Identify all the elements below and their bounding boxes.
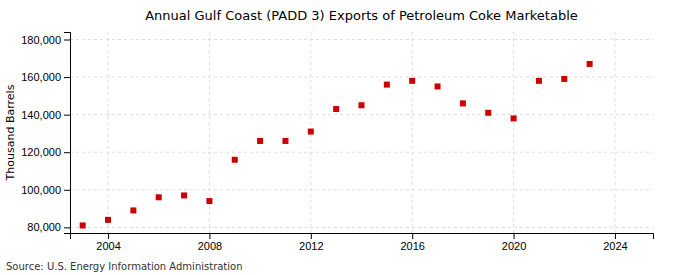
x-axis-line (71, 234, 654, 240)
point (561, 76, 567, 82)
x-tick: 2016 (400, 233, 424, 252)
y-tick: 180,000 (21, 34, 70, 46)
y-tick-mark (64, 40, 70, 41)
y-tick-label: 160,000 (21, 71, 61, 83)
x-tick-label: 2008 (198, 240, 222, 252)
y-axis-title: Thousand Barrels (4, 84, 17, 181)
x-tick: 2024 (603, 233, 627, 252)
x-tick-label: 2020 (502, 240, 526, 252)
points (80, 61, 593, 229)
y-tick: 140,000 (21, 109, 70, 121)
point (333, 106, 339, 112)
x-tick-mark (311, 233, 312, 239)
point (181, 192, 187, 198)
point (257, 138, 263, 144)
point (409, 78, 415, 84)
y-tick-mark (64, 115, 70, 116)
x-tick-mark (209, 233, 210, 239)
point (105, 217, 111, 223)
point (587, 61, 593, 67)
y-tick-label: 100,000 (21, 184, 61, 196)
grid-line-y (70, 152, 653, 153)
y-tick-mark (64, 190, 70, 191)
grid (70, 32, 653, 233)
y-tick: 160,000 (21, 71, 70, 83)
point (80, 222, 86, 228)
title: Annual Gulf Coast (PADD 3) Exports of Pe… (145, 8, 578, 23)
point (511, 115, 517, 121)
point (485, 110, 491, 116)
point (130, 207, 136, 213)
y-tick-mark (64, 227, 70, 228)
grid-line-y (70, 114, 653, 115)
grid-line-x (513, 32, 514, 233)
point (435, 83, 441, 89)
x-axis: 2004 2008 2012 2016 2020 2024 (71, 233, 654, 252)
x-tick-label: 2024 (603, 240, 627, 252)
y-tick: 80,000 (27, 221, 70, 233)
x-tick-mark (108, 233, 109, 239)
y-axis: 80,000 100,000 120,000 140,000 160,000 180,00… (21, 33, 70, 234)
grid-line-y (70, 227, 653, 228)
x-tick: 2012 (299, 233, 323, 252)
x-tick: 2004 (96, 233, 120, 252)
point (308, 129, 314, 135)
x-tick: 2020 (502, 233, 526, 252)
y-tick: 100,000 (21, 184, 70, 196)
point (359, 102, 365, 108)
point (232, 157, 238, 163)
point (282, 138, 288, 144)
grid-line-x (412, 32, 413, 233)
x-tick-mark (514, 233, 515, 239)
y-tick-label: 120,000 (21, 146, 61, 158)
y-tick-label: 80,000 (27, 221, 61, 233)
point (536, 78, 542, 84)
point (384, 82, 390, 88)
y-tick-label: 180,000 (21, 34, 61, 46)
x-tick-mark (412, 233, 413, 239)
x-tick: 2008 (198, 233, 222, 252)
y-tick-mark (64, 77, 70, 78)
grid-line-y (70, 189, 653, 190)
chart: 2004 2008 2012 2016 2020 2024 80,000 100,000 120… (0, 0, 675, 275)
grid-line-x (614, 32, 615, 233)
plot-area: 2004 2008 2012 2016 2020 2024 80,000 100,000 120… (21, 32, 653, 252)
y-tick-mark (64, 152, 70, 153)
point (206, 198, 212, 204)
x-tick-label: 2004 (96, 240, 120, 252)
point (460, 100, 466, 106)
y-axis-line (64, 33, 71, 234)
x-tick-label: 2016 (400, 240, 424, 252)
point (156, 194, 162, 200)
y-tick-label: 140,000 (21, 109, 61, 121)
y-tick: 120,000 (21, 146, 70, 158)
grid-line-x (108, 32, 109, 233)
x-tick-mark (615, 233, 616, 239)
x-tick-label: 2012 (299, 240, 323, 252)
grid-line-y (70, 39, 653, 40)
source-note: Source: U.S. Energy Information Administ… (6, 261, 243, 272)
